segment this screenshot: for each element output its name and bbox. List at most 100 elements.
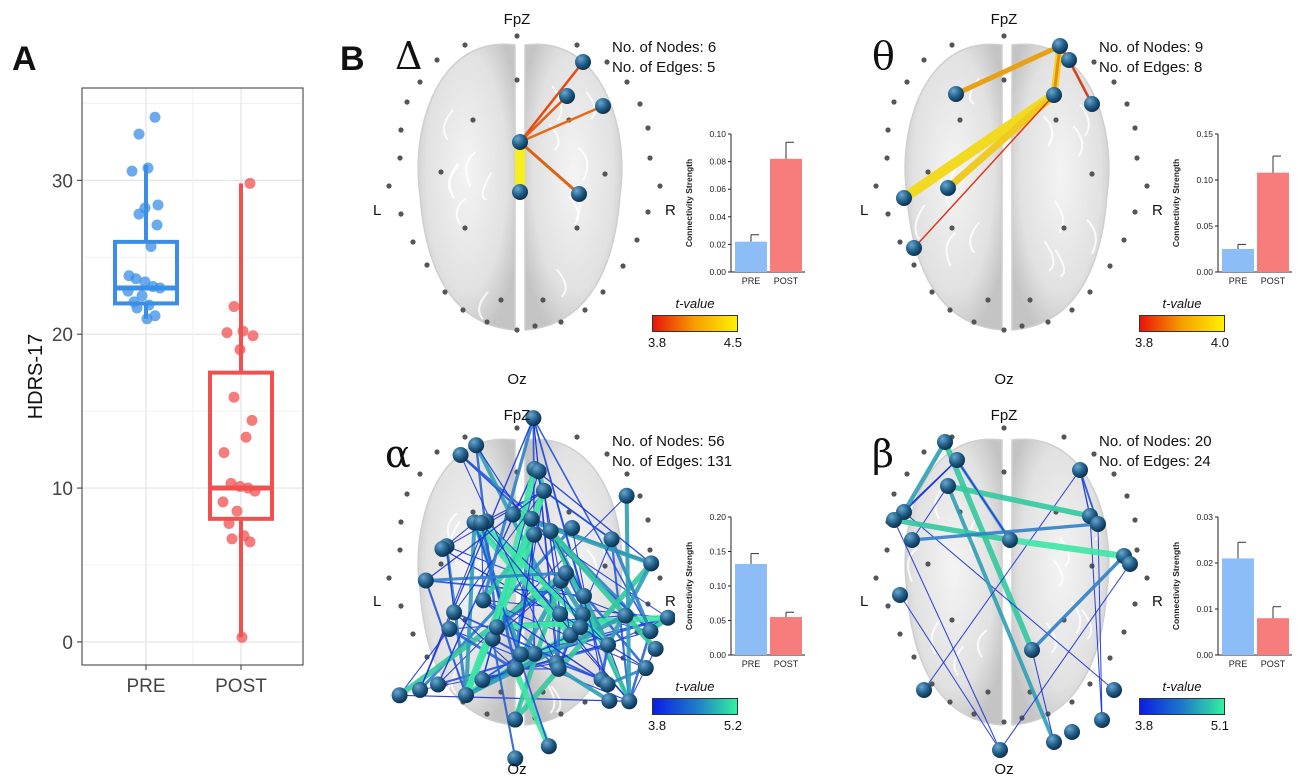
- electrode-label-fpz: FpZ: [504, 11, 531, 28]
- network-edge: [557, 667, 611, 703]
- x-tick-label: PRE: [126, 676, 165, 697]
- electrode-dot: [1001, 77, 1007, 83]
- bar-x-tick-label: POST: [774, 659, 799, 669]
- electrode-dot: [604, 59, 610, 65]
- network-node: [572, 619, 589, 636]
- network-node: [992, 742, 1008, 758]
- x-tick-label: POST: [215, 676, 267, 697]
- sulcus: [568, 195, 580, 225]
- electrode-dot: [1121, 237, 1127, 243]
- network-edge: [999, 563, 1131, 751]
- electrode-dot: [558, 319, 564, 325]
- electrode-dot: [1001, 425, 1007, 431]
- bar-x-tick-label: PRE: [742, 659, 761, 669]
- left-hemisphere: [904, 438, 1003, 726]
- electrode-dot: [1134, 155, 1140, 161]
- t-value-colorbar: t-value 3.8 5.1: [1135, 679, 1229, 734]
- colorbar-max: 4.5: [723, 335, 742, 350]
- network-node: [530, 463, 547, 480]
- electrode-dot: [1061, 225, 1067, 231]
- electrode-dot: [604, 451, 610, 457]
- electrode-dot: [398, 603, 404, 609]
- electrode-dot: [410, 631, 416, 637]
- network-edge: [419, 417, 535, 691]
- sulcus: [478, 291, 489, 320]
- data-point: [142, 162, 154, 174]
- electrode-dot: [1111, 79, 1117, 85]
- electrode-dot: [884, 155, 890, 161]
- electrode-dot: [873, 183, 879, 189]
- electrode-dot: [484, 319, 490, 325]
- electrode-dot: [514, 33, 520, 39]
- data-point: [151, 219, 163, 231]
- electrode-label-fpz: FpZ: [991, 407, 1018, 424]
- brain-network-graph: FpZ Oz L R: [860, 407, 1162, 778]
- bar-pre: [735, 563, 767, 655]
- connectivity-bar-chart: 0.00 0.01 0.02 0.03 Connectivity Strength PRE…: [1171, 512, 1292, 669]
- colorbar-gradient: [1139, 698, 1225, 715]
- data-point: [231, 505, 243, 517]
- electrode-dot: [460, 307, 466, 313]
- sulcus: [1081, 609, 1093, 640]
- bar-y-tick-label: 0.15: [709, 547, 726, 557]
- network-edge: [512, 667, 552, 748]
- edge-count: No. of Edges: 131: [612, 453, 733, 470]
- electrode-dot: [647, 155, 653, 161]
- network-edge: [446, 545, 626, 617]
- network-node: [647, 640, 664, 657]
- network-node: [886, 512, 902, 528]
- network-node: [659, 609, 675, 626]
- network-node: [1084, 96, 1100, 112]
- node-count: No. of Nodes: 56: [612, 433, 725, 450]
- network-edge: [425, 490, 545, 581]
- electrode-dot: [1027, 297, 1033, 303]
- colorbar-min: 3.8: [1135, 335, 1154, 350]
- data-point: [152, 199, 164, 211]
- electrode-dot: [1069, 699, 1075, 705]
- electrode-dot: [897, 239, 903, 245]
- network-edge: [1030, 554, 1126, 652]
- electrode-dot: [1091, 451, 1097, 457]
- network-edge: [903, 459, 958, 513]
- network-node: [512, 184, 528, 200]
- electrode-dot: [1087, 681, 1093, 687]
- band-symbol: Δ: [395, 34, 423, 78]
- network-edge: [424, 580, 467, 696]
- sulcus: [1043, 240, 1055, 272]
- electrode-dot: [620, 263, 626, 269]
- bar-y-axis-label: Connectivity Strength: [684, 159, 694, 247]
- electrode-dot: [885, 603, 891, 609]
- colorbar-min: 3.8: [648, 718, 667, 733]
- network-node: [643, 555, 660, 572]
- bar-y-tick-label: 0.04: [709, 212, 726, 222]
- network-node: [512, 134, 528, 150]
- electrode-dot: [1124, 493, 1130, 499]
- electrode-dot: [514, 77, 520, 83]
- network-edge: [942, 440, 1035, 652]
- electrode-dot: [386, 183, 392, 189]
- electrode-dot: [911, 654, 917, 660]
- bar-y-axis-label: Connectivity Strength: [684, 542, 694, 630]
- network-edge: [609, 538, 653, 632]
- electrode-dot: [921, 57, 927, 63]
- electrode-dot: [600, 289, 606, 295]
- band-symbol: β: [872, 432, 894, 476]
- network-node: [595, 98, 611, 114]
- sulcus: [450, 520, 461, 554]
- network-node: [1046, 87, 1062, 103]
- network-node: [940, 478, 956, 494]
- sulcus: [1052, 559, 1064, 588]
- network-node: [937, 434, 953, 450]
- electrode-dot: [957, 117, 963, 123]
- electrode-dot: [1107, 655, 1113, 661]
- bar-y-tick-label: 0.10: [709, 581, 726, 591]
- sulcus: [1070, 600, 1082, 635]
- bar-y-tick-label: 0.02: [1196, 558, 1213, 568]
- band-symbol: θ: [872, 34, 895, 78]
- colorbar-title: t-value: [675, 296, 715, 311]
- electrode-dot: [1132, 517, 1138, 523]
- electrode-dot: [417, 471, 423, 477]
- electrode-dot: [558, 711, 564, 717]
- electrode-dot: [911, 262, 917, 268]
